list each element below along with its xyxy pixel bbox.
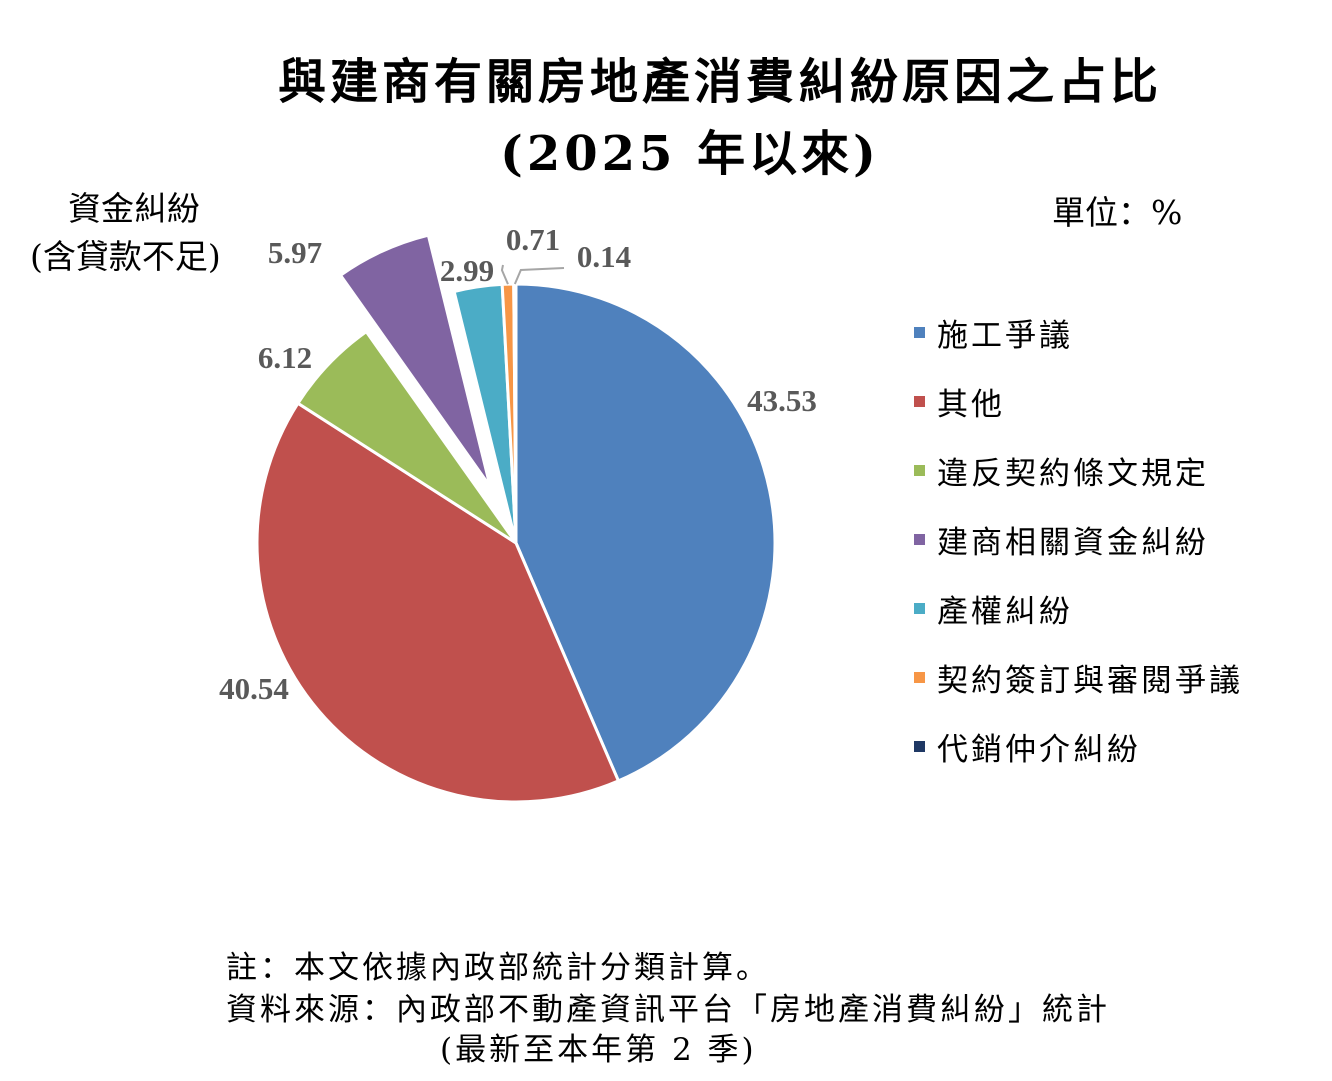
legend-item: 建商相關資金糾紛 — [914, 505, 1243, 574]
data-label: 40.54 — [219, 671, 289, 706]
pie-slices — [255, 233, 777, 804]
data-label: 6.12 — [258, 340, 312, 375]
callout-line2: (含貸款不足) — [30, 237, 221, 276]
pie-slice — [255, 401, 621, 804]
data-label: 0.14 — [577, 239, 631, 274]
legend-label: 違反契約條文規定 — [937, 456, 1209, 492]
legend-swatch — [914, 327, 925, 338]
footnote: 註：本文依據內政部統計分類計算。 — [226, 950, 770, 986]
chart-subtitle: (2025 年以來) — [500, 126, 880, 182]
legend-item: 違反契約條文規定 — [914, 436, 1243, 505]
callout-line1: 資金糾紛 — [68, 189, 200, 228]
legend-label: 其他 — [937, 387, 1005, 423]
legend-swatch — [914, 603, 925, 614]
pie-slice — [338, 233, 492, 488]
source-note: 資料來源：內政部不動產資訊平台「房地產消費糾紛」統計 — [226, 992, 1110, 1028]
data-label: 43.53 — [747, 383, 817, 418]
legend-item: 其他 — [914, 367, 1243, 436]
data-label: 5.97 — [268, 235, 322, 270]
leader-line — [500, 264, 509, 285]
legend-label: 施工爭議 — [937, 318, 1073, 354]
leader-lines — [500, 264, 565, 285]
period-note: (最新至本年第 2 季) — [440, 1032, 757, 1068]
data-labels: 43.53 40.54 6.12 5.97 2.99 0.71 0.14 — [219, 222, 817, 706]
legend-swatch — [914, 465, 925, 476]
legend-label: 建商相關資金糾紛 — [937, 525, 1209, 561]
legend-item: 契約簽訂與審閱爭議 — [914, 643, 1243, 712]
legend-label: 代銷仲介糾紛 — [937, 732, 1141, 768]
legend-label: 產權糾紛 — [937, 594, 1073, 630]
legend-swatch — [914, 672, 925, 683]
legend-item: 代銷仲介糾紛 — [914, 712, 1243, 781]
legend: 施工爭議其他違反契約條文規定 建商相關資金糾紛 產權糾紛契約簽訂與審閱爭議 代銷仲介糾… — [914, 298, 1243, 781]
legend-swatch — [914, 741, 925, 752]
data-label: 0.71 — [506, 222, 560, 257]
pie-slice — [514, 282, 777, 783]
legend-swatch — [914, 396, 925, 407]
leader-line — [513, 267, 565, 285]
legend-swatch — [914, 534, 925, 545]
data-label: 2.99 — [440, 253, 494, 288]
pie-slice — [295, 329, 518, 545]
legend-item: 施工爭議 — [914, 298, 1243, 367]
chart-title: 與建商有關房地產消費糾紛原因之占比 — [277, 54, 1162, 110]
legend-label: 契約簽訂與審閱爭議 — [937, 663, 1243, 699]
legend-item: 產權糾紛 — [914, 574, 1243, 643]
unit-label: 單位：% — [1052, 193, 1183, 232]
